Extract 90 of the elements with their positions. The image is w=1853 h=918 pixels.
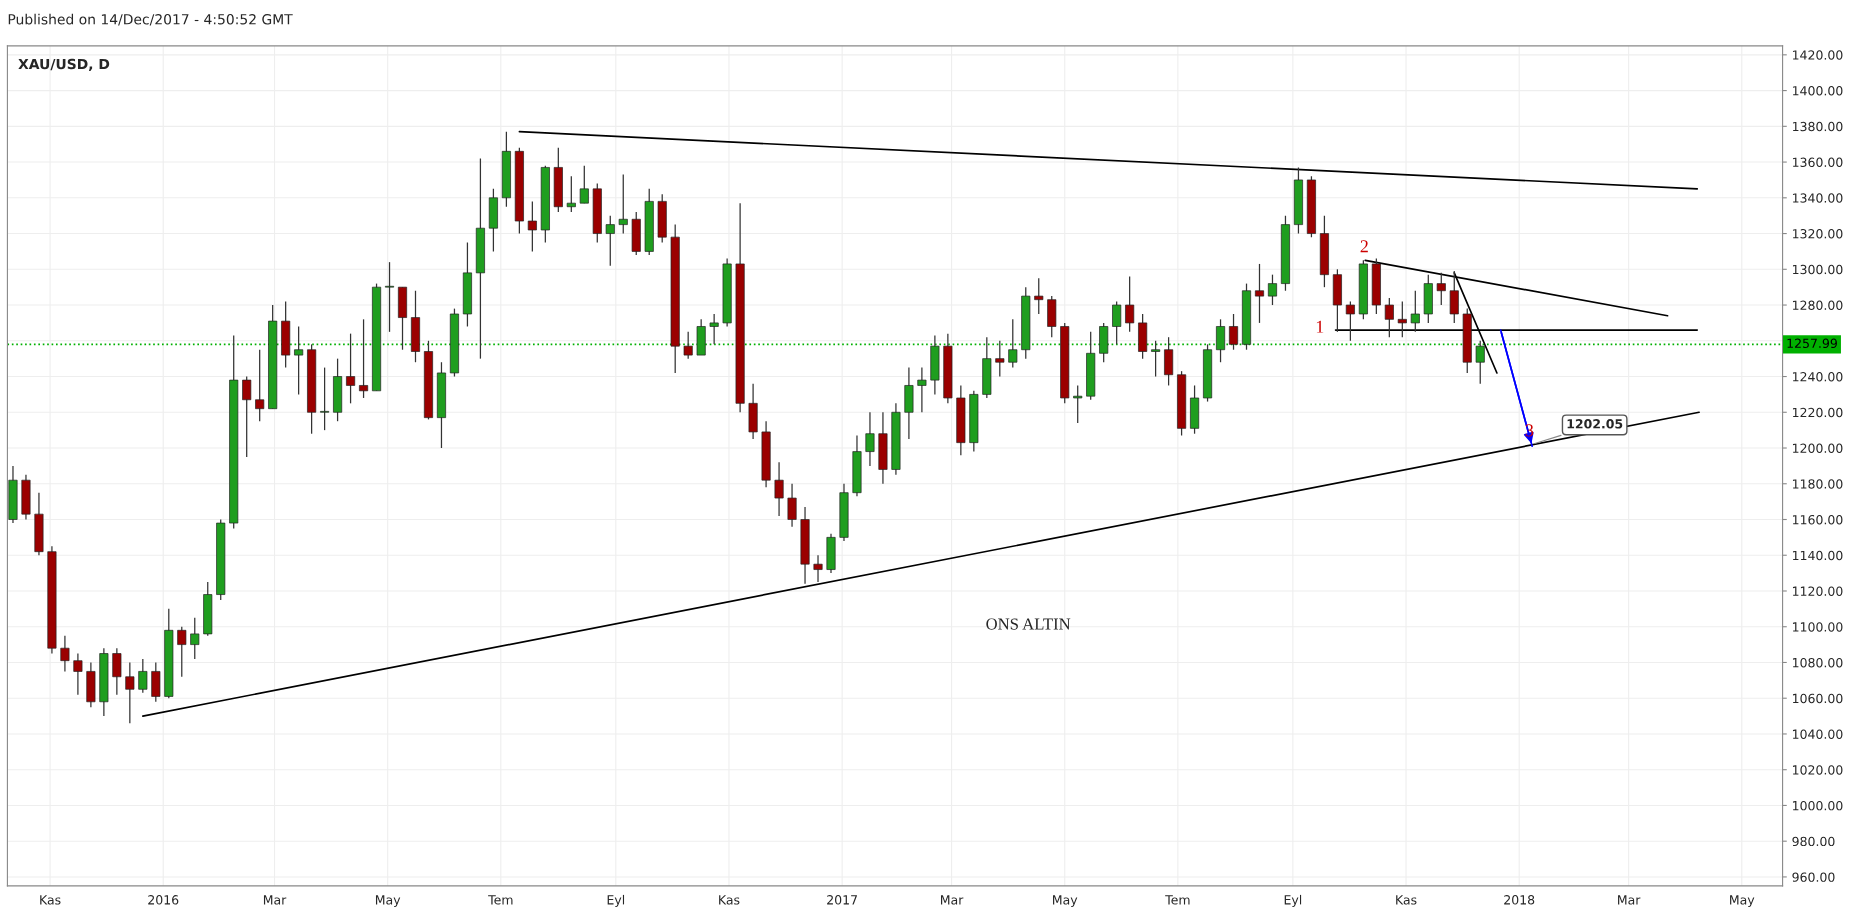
candlestick <box>385 261 395 333</box>
candlestick <box>1345 300 1355 342</box>
y-tick-label: 1340.00 <box>1792 193 1843 203</box>
chart-subtitle: Published on 14/Dec/2017 - 4:50:52 GMT <box>8 13 293 26</box>
y-tick-label: 1320.00 <box>1792 229 1843 239</box>
y-tick-label: 1180.00 <box>1792 479 1843 489</box>
candlestick <box>787 483 797 528</box>
x-tick-label: Mar <box>263 895 287 905</box>
candlestick <box>1125 275 1135 333</box>
y-tick-label: 1080.00 <box>1792 657 1843 668</box>
candlestick <box>527 200 537 253</box>
candlestick <box>1151 340 1161 378</box>
y-tick-label: 1240.00 <box>1792 372 1843 382</box>
annotation: 2 <box>1360 240 1368 253</box>
y-tick-label: 1000.00 <box>1792 800 1843 811</box>
annotation: 1202.05 <box>1567 419 1623 429</box>
y-tick-label: 1380.00 <box>1792 121 1843 132</box>
candlestick <box>1449 270 1459 324</box>
y-tick-label: 1420.00 <box>1792 50 1843 60</box>
candlestick <box>683 331 693 360</box>
candlestick <box>320 366 330 431</box>
candlestick <box>1384 297 1394 338</box>
candlestick <box>125 661 135 724</box>
candlestick <box>1216 318 1226 363</box>
candlestick <box>1229 313 1239 351</box>
candlestick <box>995 340 1005 378</box>
annotation: 1 <box>1316 320 1324 333</box>
text: XAU/USD, D <box>18 58 110 72</box>
y-tick-label: 1020.00 <box>1792 765 1843 775</box>
candlestick <box>618 173 628 235</box>
candlestick <box>1073 384 1083 424</box>
y-tick-label: 1280.00 <box>1792 300 1843 310</box>
candlestick <box>1410 290 1420 333</box>
candlestick <box>1008 318 1018 369</box>
candlestick <box>865 411 875 467</box>
x-tick-label: Mar <box>941 895 964 905</box>
y-tick-label: 1400.00 <box>1792 86 1843 96</box>
candlestick <box>774 461 784 517</box>
y-tick-label: 1220.00 <box>1792 407 1843 418</box>
candlestick <box>73 652 83 696</box>
candlestick <box>605 215 615 267</box>
y-tick-label: 980.00 <box>1792 836 1835 847</box>
candlestick <box>1475 340 1485 385</box>
x-tick-label: May <box>375 895 401 907</box>
candlestick <box>138 658 148 694</box>
x-tick-label: Kas <box>719 895 740 905</box>
x-tick-label: Mar <box>1618 895 1641 905</box>
y-tick-label: 1360.00 <box>1792 157 1843 167</box>
candlestick <box>177 626 187 678</box>
candlestick <box>1112 300 1122 345</box>
x-tick-label: 2017 <box>827 895 857 905</box>
y-tick-label: 1300.00 <box>1792 264 1843 275</box>
x-tick-label: 2018 <box>1504 895 1535 905</box>
candlestick <box>1034 277 1044 315</box>
candlestick <box>1254 263 1265 324</box>
y-tick-label: 1060.00 <box>1792 693 1843 704</box>
x-tick-label: May <box>1053 895 1078 907</box>
candlestick <box>709 313 719 345</box>
y-tick-label: 1200.00 <box>1792 443 1843 453</box>
x-tick-label: Eyl <box>607 894 625 907</box>
y-tick-label: 1040.00 <box>1792 729 1843 739</box>
candlestick <box>1397 300 1407 338</box>
candlestick <box>1436 272 1446 306</box>
x-tick-label: Kas <box>1396 895 1417 905</box>
y-tick-label: 1140.00 <box>1792 550 1843 561</box>
candlestick <box>112 647 122 696</box>
ref-line-label: 1257.99 <box>1787 338 1837 348</box>
candlestick <box>1267 274 1277 306</box>
x-tick-label: 2016 <box>148 895 179 905</box>
candlestick <box>242 375 252 458</box>
candlestick <box>60 635 70 673</box>
x-tick-label: Tem <box>1165 895 1190 905</box>
candlestick <box>359 318 369 399</box>
y-tick-label: 1120.00 <box>1792 586 1843 596</box>
y-tick-label: 1160.00 <box>1792 514 1843 525</box>
candlestick <box>813 554 823 583</box>
x-tick-label: Eyl <box>1284 894 1302 907</box>
candlestick <box>255 349 265 422</box>
x-tick-label: May <box>1730 895 1755 907</box>
x-tick-label: Tem <box>488 895 513 905</box>
candlestick <box>917 366 927 413</box>
annotation: ONS ALTIN <box>986 618 1071 630</box>
x-tick-label: Kas <box>40 895 61 905</box>
candlestick <box>294 325 304 396</box>
candlestick <box>579 165 589 204</box>
candlestick <box>346 333 356 404</box>
y-tick-label: 960.00 <box>1792 872 1835 882</box>
candlestick <box>566 175 576 213</box>
candlestick <box>190 617 200 660</box>
y-tick-label: 1100.00 <box>1792 622 1843 632</box>
